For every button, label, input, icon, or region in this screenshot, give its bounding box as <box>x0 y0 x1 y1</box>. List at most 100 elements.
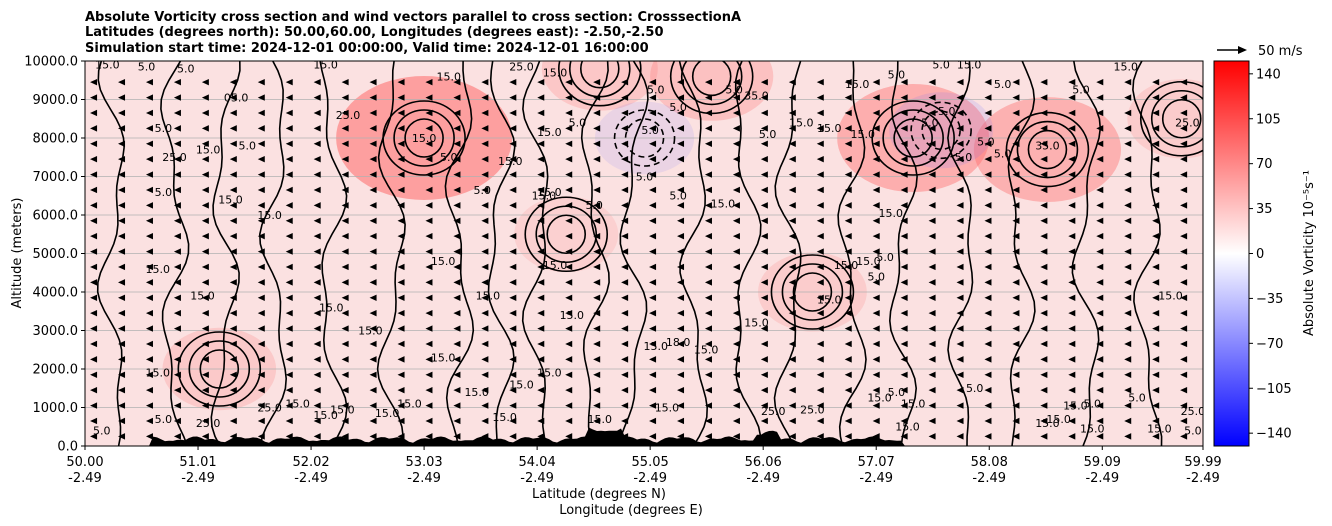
colorbar-label: Absolute Vorticity 10⁻⁵s⁻¹ <box>1302 170 1317 336</box>
y-tick-label: 7000.0 <box>33 170 79 185</box>
contour-label: 15.0 <box>397 398 422 411</box>
contour-label: 5.0 <box>1128 392 1146 405</box>
contour-ring <box>580 61 620 89</box>
wind-vector <box>565 433 573 440</box>
wind-vector <box>872 186 880 194</box>
wind-vector <box>118 340 126 348</box>
wind-vector <box>257 94 265 101</box>
wind-vector <box>732 109 740 117</box>
wind-vector <box>369 340 377 348</box>
wind-vector <box>537 217 545 224</box>
contour-label: 15.0 <box>313 59 338 72</box>
wind-vector <box>90 294 98 301</box>
x-tick-label-lat: 51.01 <box>179 455 216 470</box>
wind-vector <box>1124 325 1132 332</box>
wind-vector <box>928 202 936 209</box>
wind-vector <box>201 340 209 348</box>
wind-vector <box>118 109 126 117</box>
wind-vector <box>90 279 98 286</box>
wind-vector <box>453 171 461 178</box>
contour-label: 15.0 <box>431 351 456 364</box>
wind-vector <box>453 140 461 147</box>
wind-vector <box>313 340 321 348</box>
contour-label: 15.0 <box>464 386 489 399</box>
wind-vector <box>229 340 237 348</box>
wind-vector <box>900 386 908 394</box>
colorbar-tick-label: 35 <box>1256 202 1273 217</box>
vorticity-blob <box>973 97 1122 202</box>
wind-vector <box>1040 217 1048 224</box>
wind-vector <box>621 371 629 378</box>
wind-vector <box>118 402 126 409</box>
wind-vector <box>285 386 293 394</box>
x-tick-label-lon: -2.49 <box>68 471 102 486</box>
wind-vector <box>1096 294 1104 301</box>
contour-ring <box>624 118 665 158</box>
wind-vector <box>816 356 824 363</box>
wind-vector <box>565 202 573 209</box>
wind-vector <box>1012 202 1020 209</box>
wind-vector <box>118 433 126 440</box>
contour-label: 15.0 <box>313 409 338 422</box>
wind-vector <box>453 248 461 255</box>
wind-vector <box>145 402 153 409</box>
wind-vector <box>537 109 545 117</box>
contour-label: 5.0 <box>888 68 906 81</box>
contour-ring <box>1027 129 1068 170</box>
wind-vector <box>1096 433 1104 440</box>
wind-vector <box>1040 433 1048 440</box>
wind-vector <box>481 340 489 348</box>
wind-vector <box>397 417 405 425</box>
wind-vector <box>956 340 964 348</box>
wind-vector <box>173 263 181 271</box>
wind-vector <box>341 78 349 86</box>
contour-ring <box>535 205 598 264</box>
contour-label: 15.0 <box>145 263 170 276</box>
wind-vector <box>173 202 181 209</box>
contour-label: 25.0 <box>257 401 282 414</box>
wind-vector <box>90 78 98 86</box>
wind-vector <box>1068 417 1076 425</box>
wind-vector <box>173 279 181 286</box>
wind-vector <box>313 433 321 440</box>
wind-vector <box>704 109 712 117</box>
contour-ring <box>882 109 944 167</box>
wind-vector <box>1124 94 1132 101</box>
wind-vector <box>90 109 98 117</box>
wind-vector <box>229 294 237 301</box>
wind-vector <box>1124 202 1132 209</box>
wind-vector <box>257 294 265 301</box>
wind-vector <box>341 417 349 425</box>
contour-ring <box>546 214 587 255</box>
wind-vector <box>481 325 489 332</box>
contour-label: 5.0 <box>93 424 111 437</box>
wind-vector <box>984 356 992 363</box>
wind-vector <box>1068 263 1076 271</box>
wind-vector <box>285 309 293 317</box>
contour-label: 25.0 <box>196 417 221 430</box>
wind-vector <box>145 232 153 240</box>
wind-vector <box>257 356 265 363</box>
wind-vector <box>313 386 321 394</box>
wind-vector <box>257 433 265 440</box>
wind-vector <box>704 186 712 194</box>
wind-vector <box>341 371 349 378</box>
contour-ring <box>188 340 251 398</box>
wind-vector <box>509 155 517 163</box>
wind-vector <box>621 94 629 101</box>
wind-vector <box>844 340 852 348</box>
wind-vector <box>928 125 936 132</box>
wind-vector <box>704 417 712 425</box>
wind-vector <box>788 294 796 301</box>
contour-label: 15.0 <box>845 78 870 91</box>
wind-vector <box>1096 417 1104 425</box>
wind-vector <box>425 109 433 117</box>
wind-vector <box>1152 155 1160 163</box>
wind-vector <box>928 109 936 117</box>
wind-vector <box>341 433 349 440</box>
x-tick-label-lon: -2.49 <box>972 471 1006 486</box>
contour-ring <box>910 101 972 160</box>
contour-line <box>888 61 918 446</box>
wind-vector <box>788 386 796 394</box>
wind-vector <box>565 340 573 348</box>
